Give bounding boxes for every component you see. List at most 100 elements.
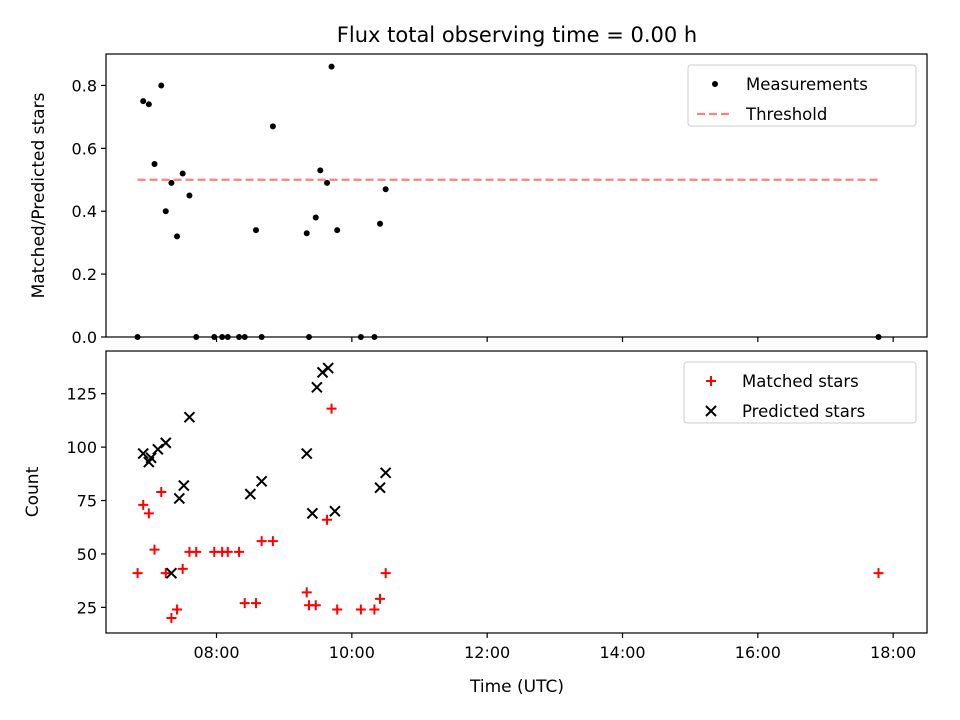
data-point [174,233,181,240]
data-point [244,488,257,500]
data-point [162,208,169,215]
data-point [156,487,167,497]
data-point [312,214,319,221]
data-point [256,536,267,547]
legend-box [687,64,917,127]
data-point [375,593,386,604]
data-point [379,467,392,479]
data-point [140,98,147,105]
data-point [149,544,160,555]
y-tick-label: 125 [66,385,97,404]
data-point [317,167,324,174]
data-point [267,536,278,547]
data-point [166,613,177,624]
data-point [377,220,384,227]
chart-title: Flux total observing time = 0.00 h [337,23,697,47]
x-tick-label: 14:00 [599,643,645,662]
data-point [158,82,165,89]
data-point [322,514,333,525]
data-point [177,563,188,574]
x-axis-label: Time (UTC) [469,677,564,697]
series-0 [132,403,884,624]
data-point [332,604,343,615]
data-point [145,452,157,464]
data-point [303,230,310,237]
axes-frame [105,350,928,634]
legend-marker [706,376,716,386]
data-point [334,227,341,234]
x-tick-label: 16:00 [735,643,781,662]
top-panel: 0.0 0.2 0.4 0.6 0.8 Matched/Predicted stars Me… [29,53,928,347]
data-point [178,479,190,492]
x-tick-label: 10:00 [329,643,375,662]
data-point [873,568,884,579]
legend-marker [712,81,718,87]
y-tick-label: 75 [77,492,97,511]
y-tick-label: 50 [77,545,97,564]
data-point [160,437,172,449]
x-tick-label: 18:00 [870,643,916,662]
legend-marker [705,405,717,417]
data-point [310,600,321,611]
data-point [172,604,183,615]
data-point [255,475,268,488]
legend-box [683,361,917,424]
y-tick-label: 0.0 [72,328,97,347]
data-point [145,101,152,108]
data-point [324,179,331,186]
data-point [186,192,193,199]
data-point [301,447,313,460]
data-point [328,63,335,70]
data-point [369,604,380,615]
data-point [355,604,366,615]
series-1 [137,362,392,579]
y-tick-label: 0.6 [72,139,97,158]
bottom-panel: 08:00 10:00 12:00 14:00 16:00 18:00 25 50 75 100 1… [23,350,928,662]
data-point [191,546,202,557]
y-tick-label: 100 [66,438,97,457]
data-point [143,508,154,519]
y-tick-label: 0.4 [72,202,97,221]
data-point [168,179,175,186]
data-point [239,598,250,609]
y-tick-label: 25 [77,598,97,617]
axes-frame [105,53,928,338]
data-point [165,567,178,579]
data-point [380,568,391,579]
data-point [160,568,171,579]
data-point [137,447,149,460]
data-point [173,492,186,505]
data-point [183,411,196,423]
data-point [222,546,233,557]
data-point [382,186,389,193]
y-axis-label: Count [23,466,43,517]
data-point [329,505,341,517]
data-point [138,499,149,510]
data-point [322,362,334,374]
data-point [250,598,261,609]
data-point [252,227,259,234]
y-tick-label: 0.2 [72,265,97,284]
data-point [179,170,186,177]
legend-label: Predicted stars [742,402,865,421]
data-point [151,161,158,168]
x-tick-label: 12:00 [464,643,510,662]
data-point [132,568,143,579]
legend-label: Matched stars [742,372,859,391]
legend: Matched stars Predicted stars [683,361,917,424]
x-tick-label: 08:00 [193,643,239,662]
y-tick-label: 0.8 [72,76,97,95]
data-point [234,546,245,557]
legend-label: Measurements [746,75,868,94]
legend-label: Threshold [745,105,827,124]
data-point [306,507,319,520]
y-axis-label: Matched/Predicted stars [29,92,49,298]
legend: Measurements Threshold [687,64,917,127]
data-point [269,123,276,130]
data-point [152,443,164,455]
data-point [301,587,312,598]
data-point [374,482,386,494]
data-point [311,381,323,394]
data-point [326,403,337,414]
